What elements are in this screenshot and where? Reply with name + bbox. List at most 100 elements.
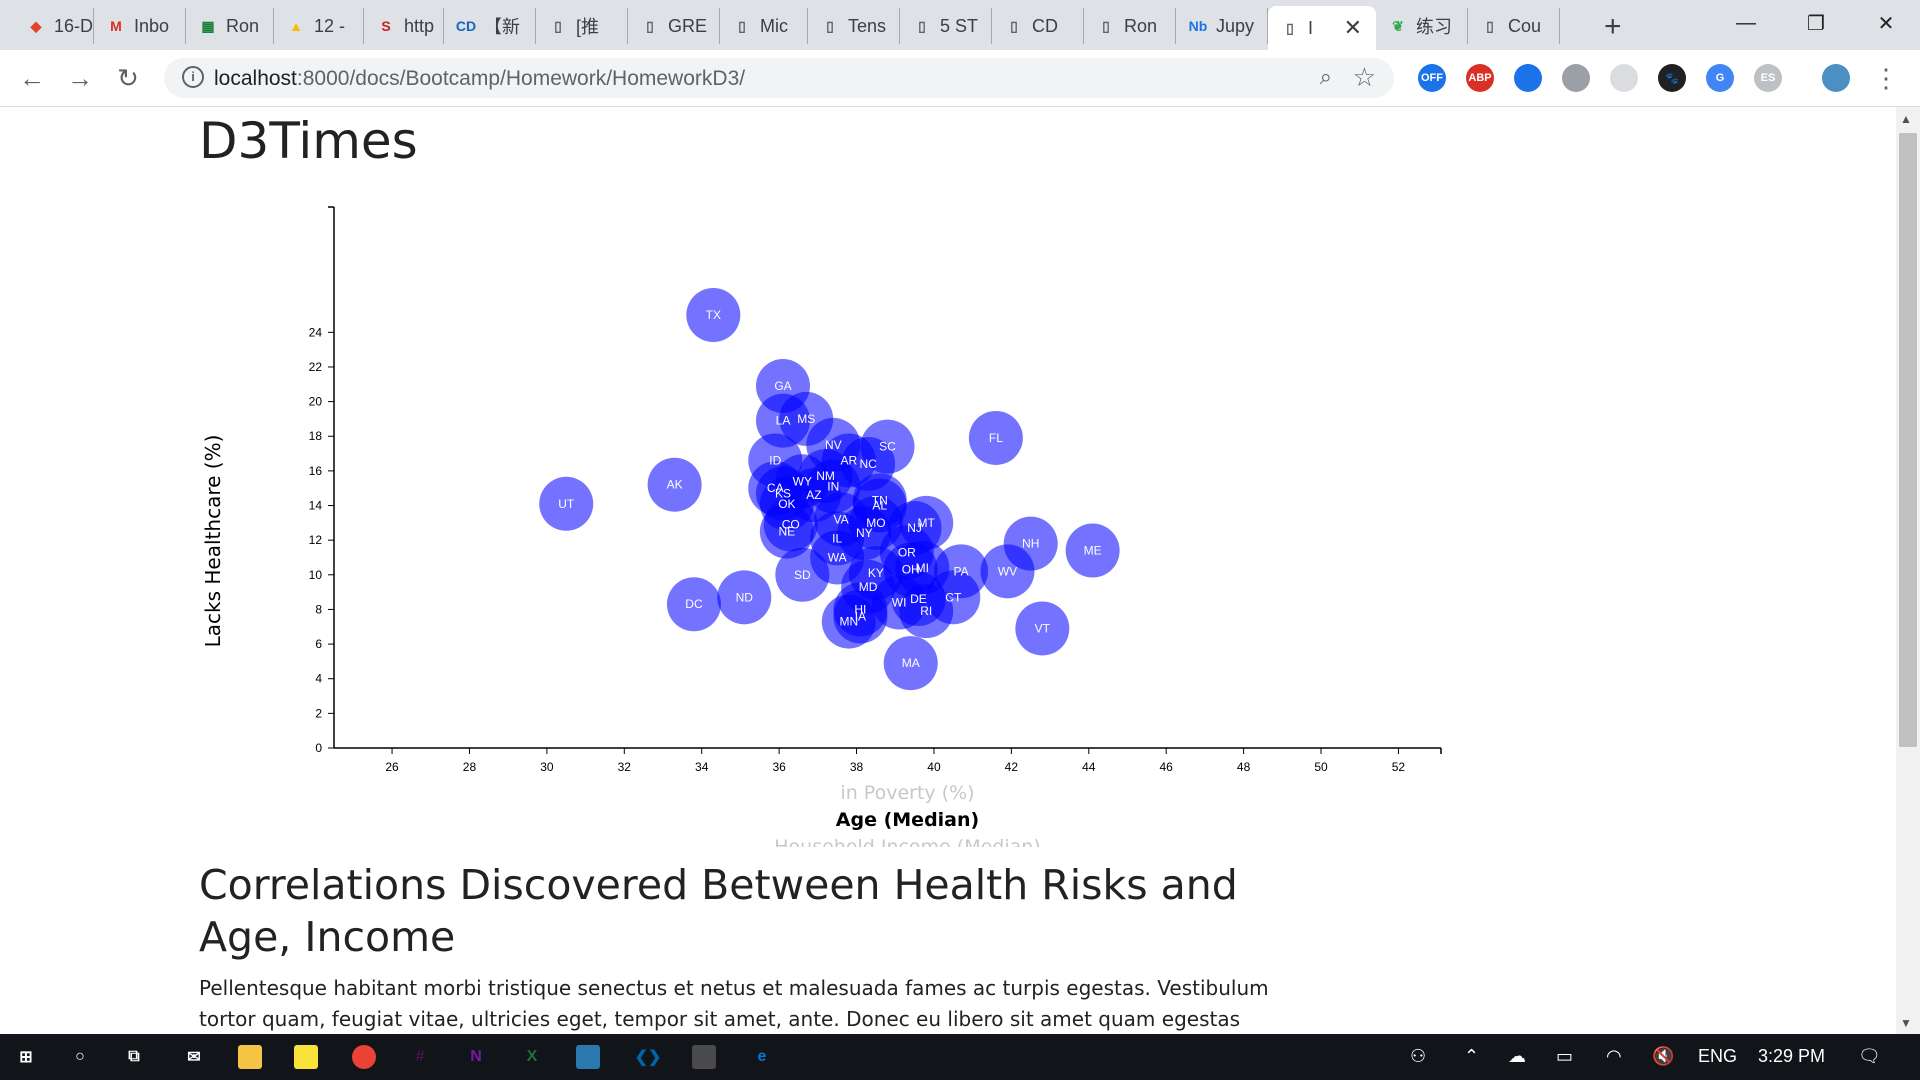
sticky-notes-icon[interactable] bbox=[294, 1045, 318, 1069]
scroll-up-arrow-icon[interactable]: ▲ bbox=[1900, 112, 1912, 126]
tray-chevron-icon[interactable]: ⌃ bbox=[1464, 1046, 1480, 1066]
volume-muted-icon[interactable]: 🔇 bbox=[1652, 1046, 1675, 1066]
tab-13[interactable]: Nb Jupy bbox=[1176, 8, 1268, 44]
tab-3[interactable]: ▲ 12 - bbox=[274, 8, 364, 44]
address-bar[interactable]: i localhost:8000/docs/Bootcamp/Homework/… bbox=[164, 58, 1394, 98]
language-indicator[interactable]: ENG bbox=[1698, 1046, 1738, 1066]
chrome-menu-icon[interactable]: ⋮ bbox=[1873, 62, 1899, 93]
data-point-label: AR bbox=[840, 453, 857, 467]
data-point-circle[interactable] bbox=[1015, 601, 1070, 656]
data-point-circle[interactable] bbox=[980, 544, 1035, 599]
data-point-label: WY bbox=[793, 474, 812, 488]
mail-app-icon[interactable]: ✉ bbox=[187, 1049, 201, 1066]
tab-6[interactable]: ▯ [推 bbox=[536, 8, 628, 44]
store-app-icon[interactable] bbox=[576, 1045, 600, 1069]
data-point-label: OR bbox=[898, 545, 916, 559]
data-point-circle[interactable] bbox=[899, 584, 954, 639]
reload-icon[interactable]: ↻ bbox=[117, 62, 139, 93]
cortana-icon[interactable]: ○ bbox=[75, 1048, 85, 1065]
data-point-circle[interactable] bbox=[666, 577, 721, 632]
tab-12[interactable]: ▯ Ron bbox=[1084, 8, 1176, 44]
tab-0[interactable]: ◆ 16-D bbox=[14, 8, 94, 44]
tab-10[interactable]: ▯ 5 ST bbox=[900, 8, 992, 44]
tab-15[interactable]: ❦ 练习 bbox=[1376, 8, 1468, 44]
wifi-icon[interactable]: ◠ bbox=[1606, 1046, 1622, 1066]
notifications-icon[interactable]: 🗨 bbox=[1858, 1046, 1881, 1066]
data-point-circle[interactable] bbox=[717, 570, 772, 625]
site-info-icon[interactable]: i bbox=[182, 66, 204, 88]
data-point-label: MS bbox=[797, 412, 815, 426]
zoom-icon[interactable]: ⌕ bbox=[1319, 64, 1332, 89]
new-tab-icon[interactable]: + bbox=[1604, 10, 1622, 43]
translate-icon[interactable]: G bbox=[1706, 64, 1734, 92]
scroll-down-arrow-icon[interactable]: ▼ bbox=[1900, 1016, 1912, 1030]
profile-avatar[interactable] bbox=[1822, 64, 1850, 92]
data-point-circle[interactable] bbox=[968, 410, 1023, 465]
tab-16[interactable]: ▯ Cou bbox=[1468, 8, 1560, 44]
data-point-label: MA bbox=[902, 656, 920, 670]
edge-app-icon[interactable]: e bbox=[757, 1048, 767, 1065]
tab-2[interactable]: ▦ Ron bbox=[186, 8, 274, 44]
excel-app-icon[interactable]: X bbox=[526, 1048, 538, 1065]
data-point-label: AK bbox=[667, 478, 683, 492]
y-tick-label: 6 bbox=[315, 637, 322, 651]
grey-extension-icon[interactable] bbox=[1562, 64, 1590, 92]
y-tick-label: 10 bbox=[309, 568, 323, 582]
windows-start-icon[interactable]: ⊞ bbox=[19, 1049, 33, 1066]
y-tick-label: 8 bbox=[315, 602, 322, 616]
es-extension-icon[interactable]: ES bbox=[1754, 64, 1782, 92]
circle-extension-icon[interactable] bbox=[1514, 64, 1542, 92]
tab-1[interactable]: M Inbo bbox=[94, 8, 186, 44]
data-point-circle[interactable] bbox=[647, 457, 702, 512]
onenote-app-icon[interactable]: N bbox=[470, 1048, 482, 1065]
data-point-circle[interactable] bbox=[759, 504, 814, 559]
slack-app-icon[interactable]: # bbox=[415, 1048, 425, 1065]
close-tab-icon[interactable]: ✕ bbox=[1343, 15, 1362, 40]
x-axis-label-option[interactable]: in Poverty (%) bbox=[840, 782, 974, 804]
data-point-label: NE bbox=[779, 525, 796, 539]
data-point-circle[interactable] bbox=[775, 547, 830, 602]
x-tick-label: 32 bbox=[618, 760, 632, 774]
x-axis-label-option[interactable]: Age (Median) bbox=[836, 809, 979, 831]
restore-window-icon[interactable]: ❐ bbox=[1807, 12, 1825, 35]
tab-7[interactable]: ▯ GRE bbox=[628, 8, 720, 44]
data-point-circle[interactable] bbox=[1065, 523, 1120, 578]
scrollbar-thumb[interactable] bbox=[1899, 133, 1917, 747]
paw-icon[interactable]: 🐾 bbox=[1658, 64, 1686, 92]
clock[interactable]: 3:29 PM bbox=[1758, 1046, 1826, 1066]
tab-9[interactable]: ▯ Tens bbox=[808, 8, 900, 44]
minimize-window-icon[interactable]: — bbox=[1736, 11, 1756, 34]
adblock-icon[interactable]: ABP bbox=[1466, 64, 1494, 92]
bookmark-star-icon[interactable]: ☆ bbox=[1352, 62, 1376, 92]
file-explorer-icon[interactable] bbox=[238, 1045, 262, 1069]
data-point-label: UT bbox=[558, 497, 575, 511]
onedrive-icon[interactable]: ☁ bbox=[1508, 1046, 1526, 1066]
data-point-label: ID bbox=[769, 453, 781, 467]
data-point-circle[interactable] bbox=[686, 288, 741, 342]
data-point-circle[interactable] bbox=[883, 636, 938, 691]
battery-icon[interactable]: ▭ bbox=[1556, 1046, 1574, 1066]
off-extension-icon[interactable]: OFF bbox=[1418, 64, 1446, 92]
y-axis-label[interactable]: Lacks Healthcare (%) bbox=[201, 435, 225, 648]
data-point-circle[interactable] bbox=[821, 594, 876, 649]
tab-5[interactable]: CD 【新 bbox=[444, 8, 536, 44]
terminal-app-icon[interactable] bbox=[692, 1045, 716, 1069]
url-text[interactable]: localhost:8000/docs/Bootcamp/Homework/Ho… bbox=[214, 67, 745, 91]
chrome-app-icon[interactable] bbox=[352, 1045, 376, 1069]
tab-8[interactable]: ▯ Mic bbox=[720, 8, 808, 44]
body-paragraph: Pellentesque habitant morbi tristique se… bbox=[199, 976, 1269, 1031]
people-icon[interactable]: ⚇ bbox=[1410, 1046, 1427, 1066]
tab-11[interactable]: ▯ CD bbox=[992, 8, 1084, 44]
tab-label: Ron bbox=[226, 15, 260, 36]
light-extension-icon[interactable] bbox=[1610, 64, 1638, 92]
forward-arrow-icon[interactable]: → bbox=[67, 62, 93, 93]
x-axis-label-option[interactable]: Household Income (Median) bbox=[774, 836, 1040, 847]
close-window-icon[interactable]: ✕ bbox=[1877, 12, 1895, 35]
task-view-icon[interactable]: ⧉ bbox=[128, 1048, 140, 1065]
data-point-label: CA bbox=[767, 481, 784, 495]
vscode-app-icon[interactable]: ❮❯ bbox=[634, 1049, 662, 1066]
data-point-circle[interactable] bbox=[539, 476, 594, 531]
back-arrow-icon[interactable]: ← bbox=[19, 62, 45, 93]
tab-14[interactable]: ▯ I ✕ bbox=[1268, 6, 1376, 50]
